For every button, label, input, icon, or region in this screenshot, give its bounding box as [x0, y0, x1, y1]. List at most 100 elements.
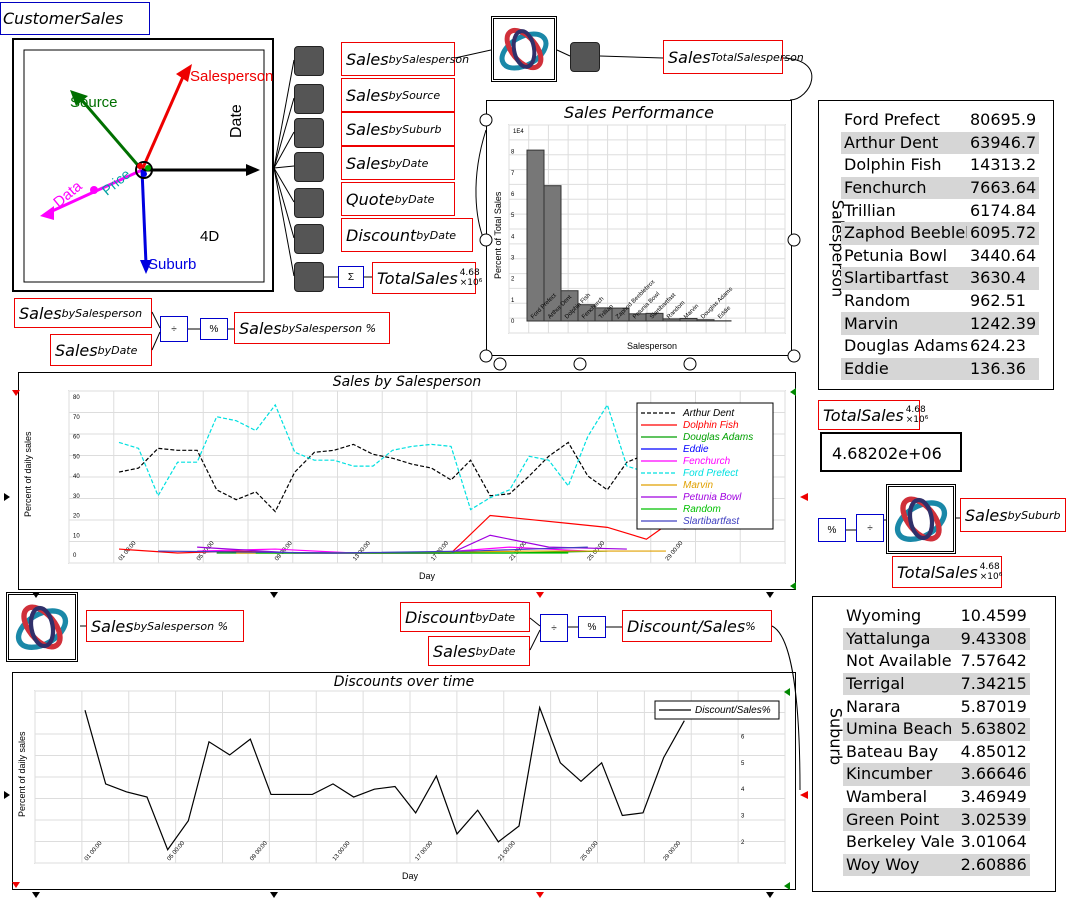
var-discount-by-date[interactable]: Discount by Date — [341, 218, 473, 252]
row-value: 6174.84 — [970, 200, 1037, 220]
row-value: 5.87019 — [960, 696, 1027, 716]
app-logo-icon[interactable] — [886, 484, 956, 554]
y-tick-label: 5 — [741, 761, 745, 767]
legend-label: Marvin — [683, 480, 713, 491]
row-label: Fenchurch — [841, 176, 967, 200]
lock-icon[interactable] — [294, 46, 324, 76]
row-label: Petunia Bowl — [844, 245, 948, 265]
row-value: 624.23 — [970, 336, 1026, 356]
salesperson-table: Ford Prefect 80695.9 Arthur Dent 63946.7 Dol… — [841, 109, 1040, 381]
percent-op[interactable]: % — [818, 518, 846, 542]
plot-4d-panel[interactable]: Salesperson Source Date Data Price Subur… — [12, 38, 274, 292]
var-sales-by-source[interactable]: Sales by Source — [341, 78, 455, 112]
sales-by-salesperson-panel[interactable]: Sales by Salesperson 0 10 20 30 40 50 60 70 80 01… — [18, 372, 796, 590]
axis-label-suburb: Suburb — [148, 256, 197, 273]
lock-icon[interactable] — [294, 188, 324, 218]
var-discount-by-date2[interactable]: Discount by Date — [400, 602, 530, 632]
lock-icon[interactable] — [570, 42, 600, 72]
legend-label: Random — [683, 504, 721, 515]
y-tick-label: 1 — [511, 298, 515, 304]
suburb-table-panel[interactable]: Suburb Wyoming 10.4599 Yattalunga 9.43308 No… — [812, 596, 1056, 892]
var-sales-by-date[interactable]: Sales by Date — [341, 146, 455, 180]
sales-performance-panel[interactable]: Sales Performance 0 1 2 3 4 5 6 7 8 1E4 Ford Prefe… — [486, 100, 792, 356]
table-row: Arthur Dent 63946.7 — [841, 131, 1040, 155]
table-row: Zaphod Beeblebr6095.72 — [841, 221, 1040, 245]
table-row: Narara 5.87019 — [843, 695, 1030, 718]
y-axis-label: Percent of Total Sales — [493, 191, 503, 279]
divide-op[interactable]: ÷ — [540, 614, 568, 642]
row-label: Umina Beach — [843, 717, 958, 741]
y-tick-label: 6 — [511, 192, 515, 198]
axis-label-salesperson: Salesperson — [190, 68, 274, 85]
table-row: Douglas Adams 624.23 — [841, 335, 1039, 358]
legend-label: Eddie — [683, 444, 709, 455]
row-label: Yattalunga — [843, 627, 958, 651]
row-value: 3.01064 — [960, 832, 1027, 852]
var-quote-by-date[interactable]: Quote by Date — [341, 182, 455, 216]
salesperson-table-panel[interactable]: Salesperson Ford Prefect 80695.9 Arthur De… — [818, 100, 1054, 390]
series-line — [118, 441, 686, 513]
table-row: Ford Prefect 80695.9 — [841, 109, 1039, 132]
lock-icon[interactable] — [294, 224, 324, 254]
sum-op[interactable]: Σ — [338, 266, 364, 288]
row-value: 3440.64 — [970, 245, 1037, 265]
legend-label: Petunia Bowl — [683, 492, 742, 503]
bar — [526, 149, 545, 322]
var-sales-pct[interactable]: Sales by Salesperson % — [234, 312, 390, 344]
row-label: Green Point — [843, 808, 958, 831]
bar — [696, 319, 715, 322]
row-label: Eddie — [841, 357, 967, 381]
x-axis-label: Day — [402, 871, 419, 881]
lock-icon[interactable] — [294, 118, 324, 148]
var-total-sales-right[interactable]: TotalSales 4.68 ×10⁶ — [818, 400, 928, 430]
table-row: Fenchurch 7663.64 — [841, 176, 1040, 200]
canvas-title-box[interactable]: CustomerSales — [0, 2, 150, 35]
lock-icon[interactable] — [294, 84, 324, 114]
percent-op[interactable]: % — [200, 318, 228, 340]
series-line — [118, 403, 686, 511]
row-value: 3630.4 — [967, 267, 1040, 290]
var-total-sales-right2[interactable]: TotalSales 4.68 ×10⁶ — [892, 556, 1002, 588]
row-value: 3.02539 — [957, 808, 1030, 831]
app-logo-icon[interactable] — [491, 16, 557, 82]
y-tick-label: 60 — [73, 435, 80, 441]
plot-4d-svg — [23, 49, 265, 283]
lock-icon[interactable] — [294, 152, 324, 182]
var-sales-by-salesperson[interactable]: Sales by Salesperson — [341, 42, 469, 76]
y-axis-label: Percent of daily sales — [17, 731, 27, 817]
var-left-sales-by-salesperson[interactable]: Sales by Salesperson — [14, 298, 152, 328]
row-value: 7663.64 — [967, 176, 1040, 200]
var-sales-by-suburb-right[interactable]: Sales by Suburb — [960, 498, 1066, 532]
var-sales-by-date2[interactable]: Sales by Date — [428, 636, 530, 666]
var-sales-pct-bottom[interactable]: Sales by Salesperson % — [86, 610, 244, 642]
legend-label: Ford Prefect — [683, 468, 739, 479]
row-value: 3.66646 — [957, 763, 1030, 786]
row-value: 3.46949 — [960, 787, 1027, 807]
x-axis-label: Salesperson — [627, 341, 677, 351]
var-discount-sales[interactable]: Discount/Sales% — [622, 610, 772, 642]
row-value: 9.43308 — [957, 627, 1030, 651]
row-label: Zaphod Beeblebr — [841, 221, 967, 245]
row-value: 1242.39 — [967, 312, 1040, 335]
total-value-display[interactable]: 4.68202e+06 — [820, 432, 962, 472]
table-row: Marvin 1242.39 — [841, 312, 1040, 335]
var-total-sales[interactable]: TotalSales 4.68 ×10⁶ — [372, 262, 482, 294]
table-row: Not Available 7.57642 — [843, 650, 1030, 673]
row-label: Kincumber — [843, 763, 958, 786]
var-sales-total-salesperson[interactable]: Sales Total Salesperson — [663, 40, 804, 74]
table-row: Kincumber 3.66646 — [843, 763, 1030, 786]
divide-op[interactable]: ÷ — [856, 514, 884, 542]
y-tick-label: 2 — [511, 277, 515, 283]
app-logo-icon[interactable] — [6, 592, 78, 662]
lock-icon[interactable] — [294, 262, 324, 292]
divide-op[interactable]: ÷ — [160, 316, 188, 342]
var-left-sales-by-date[interactable]: Sales by Date — [50, 334, 152, 366]
percent-op[interactable]: % — [578, 616, 606, 638]
var-sales-by-suburb[interactable]: Sales by Suburb — [341, 112, 455, 146]
legend-label: Arthur Dent — [682, 408, 735, 419]
y-tick-label: 6 — [741, 735, 745, 741]
discounts-panel[interactable]: Discounts over time 2 3 4 5 6 01 00:00 05 00:0… — [12, 672, 796, 890]
row-label: Trillian — [844, 200, 896, 220]
